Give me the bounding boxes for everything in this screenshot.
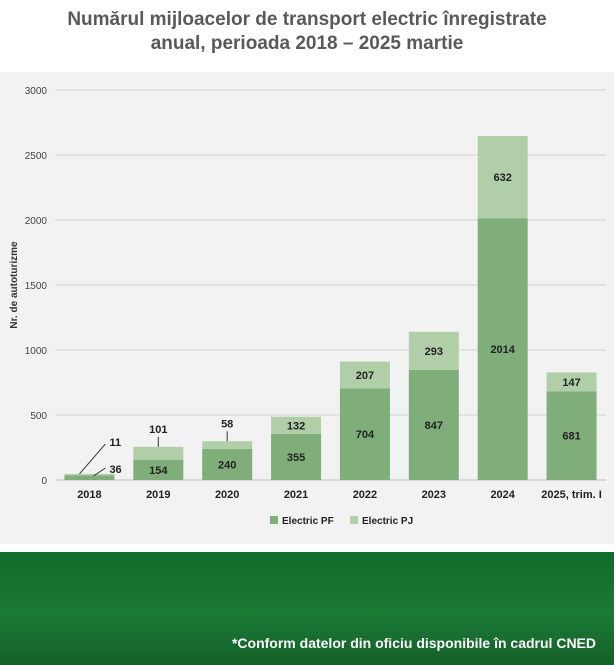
data-label-pj: 132 bbox=[287, 420, 305, 432]
bar-electric-pf bbox=[477, 218, 528, 480]
y-axis-label: Nr. de autoturizme bbox=[9, 241, 20, 329]
footnote: *Conform datelor din oficiu disponibile … bbox=[231, 635, 596, 651]
data-label-pf: 355 bbox=[287, 452, 305, 464]
chart-panel: 0 500 1000 1500 2000 2500 3000 Nr. de autoturiz… bbox=[0, 72, 614, 544]
bar-electric-pj bbox=[339, 361, 390, 389]
data-label-pj: 58 bbox=[221, 418, 233, 430]
data-label-pj: 632 bbox=[494, 172, 512, 184]
x-tick-label: 2021 bbox=[284, 489, 308, 501]
bar-electric-pj bbox=[408, 331, 459, 370]
title-line-1: Numărul mijloacelor de transport electri… bbox=[67, 9, 547, 30]
y-tick-label: 3000 bbox=[25, 86, 48, 97]
y-tick-label: 1000 bbox=[25, 346, 48, 357]
x-tick-label: 2018 bbox=[77, 489, 101, 501]
bar-electric-pf bbox=[408, 369, 459, 480]
bar-electric-pf bbox=[64, 475, 115, 480]
y-tick-label: 0 bbox=[41, 476, 47, 487]
bar-electric-pf bbox=[202, 448, 253, 480]
bar-electric-pj bbox=[64, 473, 115, 476]
x-tick-label: 2020 bbox=[215, 489, 239, 501]
legend-label: Electric PF bbox=[282, 516, 334, 527]
legend-label: Electric PJ bbox=[362, 516, 413, 527]
chart-title: Numărul mijloacelor de transport electri… bbox=[0, 8, 614, 56]
data-label-pj: 207 bbox=[356, 370, 374, 382]
bar-electric-pj bbox=[546, 372, 597, 392]
legend-swatch bbox=[350, 516, 358, 524]
bar-electric-pj bbox=[271, 416, 322, 434]
data-label-pj: 147 bbox=[562, 377, 580, 389]
data-label-pf: 681 bbox=[562, 431, 580, 443]
data-label-pf: 36 bbox=[109, 464, 121, 476]
stacked-bar-chart: 0 500 1000 1500 2000 2500 3000 Nr. de autoturiz… bbox=[9, 86, 606, 527]
data-label-pj: 11 bbox=[109, 437, 121, 449]
x-tick-label: 2019 bbox=[146, 489, 170, 501]
bar-electric-pf bbox=[133, 459, 184, 480]
data-label-pf: 847 bbox=[425, 420, 443, 432]
x-tick-label: 2025, trim. I bbox=[541, 489, 602, 501]
title-line-2: anual, perioada 2018 – 2025 martie bbox=[150, 33, 464, 54]
data-label-pf: 240 bbox=[218, 459, 236, 471]
callout-line bbox=[79, 443, 106, 475]
data-label-pf: 2014 bbox=[490, 344, 515, 356]
data-label-pj: 293 bbox=[425, 346, 443, 358]
bar-electric-pj bbox=[133, 446, 184, 460]
data-label-pj: 101 bbox=[149, 424, 167, 436]
x-tick-label: 2023 bbox=[422, 489, 446, 501]
y-tick-label: 2000 bbox=[25, 216, 48, 227]
y-tick-label: 2500 bbox=[25, 151, 48, 162]
y-tick-label: 500 bbox=[30, 411, 47, 422]
data-label-pf: 704 bbox=[356, 429, 375, 441]
y-tick-label: 1500 bbox=[25, 281, 48, 292]
bar-electric-pf bbox=[271, 433, 322, 480]
legend-swatch bbox=[270, 516, 278, 524]
bar-electric-pf bbox=[339, 388, 390, 480]
bar-electric-pj bbox=[477, 136, 528, 219]
data-label-pf: 154 bbox=[149, 465, 168, 477]
x-tick-label: 2022 bbox=[353, 489, 377, 501]
bar-electric-pf bbox=[546, 391, 597, 480]
bar-electric-pj bbox=[202, 441, 253, 449]
footer-banner: *Conform datelor din oficiu disponibile … bbox=[0, 552, 614, 665]
x-tick-label: 2024 bbox=[490, 489, 515, 501]
callout-line bbox=[93, 467, 106, 477]
